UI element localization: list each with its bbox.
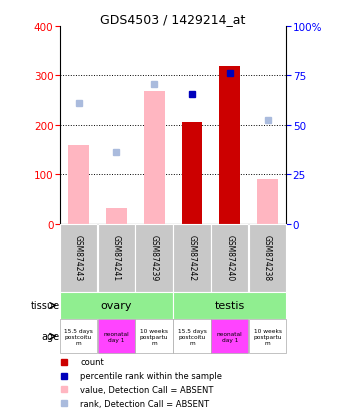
Bar	[211, 224, 249, 292]
Text: neonatal
day 1: neonatal day 1	[103, 331, 129, 342]
Bar	[173, 292, 286, 320]
Bar	[60, 292, 173, 320]
Text: 15.5 days
postcoitu
m: 15.5 days postcoitu m	[64, 328, 93, 345]
Bar	[249, 224, 286, 292]
Text: GSM874241: GSM874241	[112, 235, 121, 281]
Title: GDS4503 / 1429214_at: GDS4503 / 1429214_at	[100, 13, 246, 26]
Bar	[219, 67, 240, 224]
Bar	[181, 123, 202, 224]
Text: percentile rank within the sample: percentile rank within the sample	[80, 371, 222, 380]
Text: 15.5 days
postcoitu
m: 15.5 days postcoitu m	[178, 328, 206, 345]
Text: neonatal
day 1: neonatal day 1	[217, 331, 243, 342]
Text: rank, Detection Call = ABSENT: rank, Detection Call = ABSENT	[80, 399, 209, 408]
Text: tissue: tissue	[31, 301, 60, 311]
Bar	[106, 208, 127, 224]
Bar	[211, 320, 249, 354]
Text: value, Detection Call = ABSENT: value, Detection Call = ABSENT	[80, 385, 213, 394]
Bar	[173, 320, 211, 354]
Text: ovary: ovary	[101, 301, 132, 311]
Text: testis: testis	[214, 301, 245, 311]
Text: GSM874240: GSM874240	[225, 235, 234, 281]
Bar	[68, 146, 89, 224]
Bar	[144, 92, 165, 224]
Bar	[173, 224, 211, 292]
Bar	[60, 224, 97, 292]
Bar	[135, 320, 173, 354]
Bar	[135, 224, 173, 292]
Bar	[60, 320, 97, 354]
Text: 10 weeks
postpartu
m: 10 weeks postpartu m	[253, 328, 282, 345]
Bar	[257, 180, 278, 224]
Bar	[98, 320, 135, 354]
Text: GSM874239: GSM874239	[150, 235, 159, 281]
Text: GSM874243: GSM874243	[74, 235, 83, 281]
Text: GSM874242: GSM874242	[188, 235, 196, 281]
Text: count: count	[80, 357, 104, 366]
Text: GSM874238: GSM874238	[263, 235, 272, 281]
Text: 10 weeks
postpartu
m: 10 weeks postpartu m	[140, 328, 168, 345]
Bar	[249, 320, 286, 354]
Text: age: age	[42, 332, 60, 342]
Bar	[98, 224, 135, 292]
